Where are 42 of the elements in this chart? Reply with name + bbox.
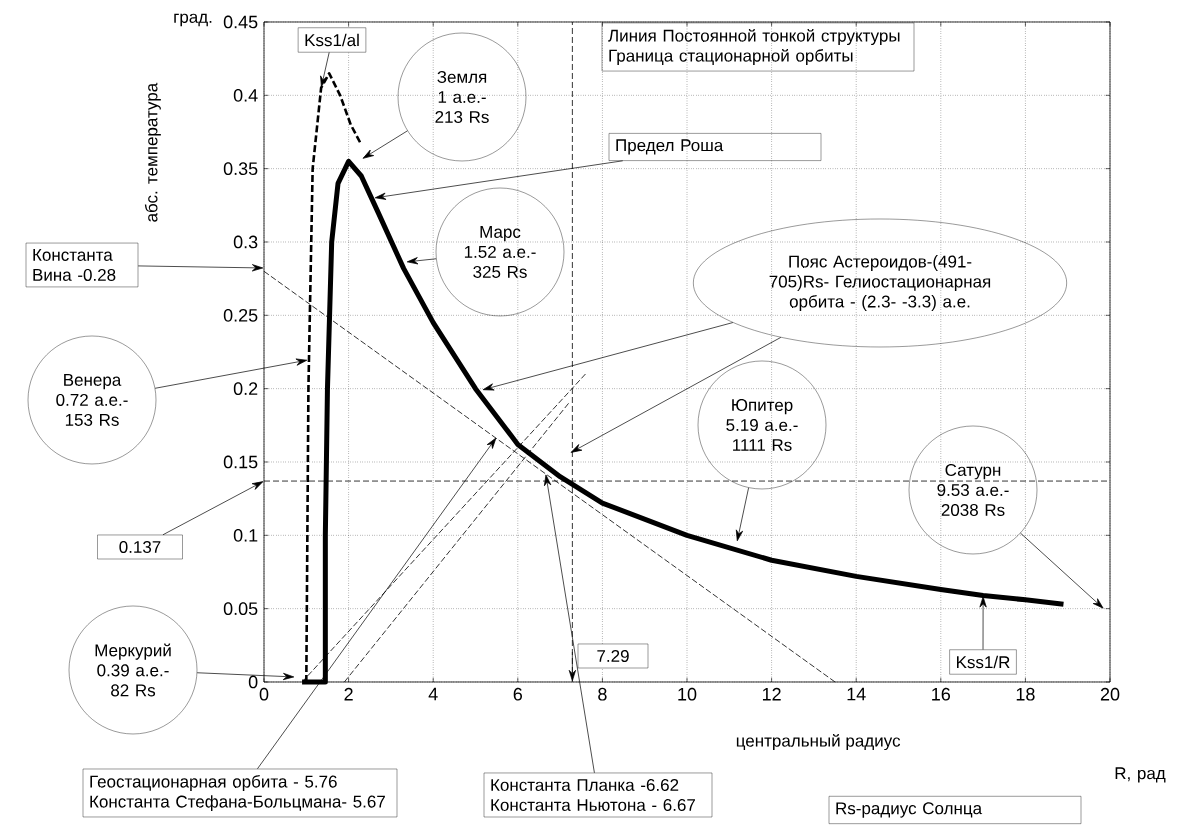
x-tick-label: 6	[513, 687, 523, 701]
annotation: Константа Планка -6.62 Константа Ньютона - 6.67	[491, 778, 695, 812]
y-axis-title: абс. температура	[144, 82, 161, 222]
ref-line-label: 7.29	[597, 649, 629, 663]
x-tick-label: 2	[344, 687, 353, 701]
text: град.	[174, 13, 212, 27]
text: Kss1/R	[957, 655, 1010, 669]
ref-line-label: 0.137	[119, 540, 161, 554]
x-tick-label: 20	[1100, 687, 1120, 701]
y-tick-label: 0.2	[233, 382, 258, 396]
x-axis-title: центральный радиус	[736, 733, 901, 751]
annotation: Геостационарная орбита - 5.76 Константа Стефана-Больцмана- 5.67	[90, 774, 385, 811]
series-label: Kss1/al	[305, 33, 359, 47]
y-tick-label: 0.25	[223, 308, 258, 322]
y-tick-label: 0.35	[223, 162, 258, 176]
annotation: Марс 1.52 а.е.- 325 Rs	[464, 226, 536, 278]
y-tick-label: 0.15	[223, 455, 258, 469]
x-tick-label: 12	[762, 687, 781, 701]
text: R, рад	[1115, 767, 1166, 783]
x-tick-label: 18	[1016, 687, 1035, 701]
annotation: Юпитер 5.19 а.е.- 1111 Rs	[726, 398, 798, 452]
y-tick-label: 0	[248, 675, 258, 689]
y-tick-label: 0.4	[233, 88, 258, 102]
annotation: Сатурн 9.53 а.е.- 2038 Rs	[937, 463, 1009, 517]
y-tick-label: 0.45	[223, 15, 258, 29]
y-tick-label: 0.1	[233, 528, 258, 542]
text: Rs-радиус Солнца	[836, 802, 983, 818]
annotation: Линия Постоянной тонкой структуры Граница стационарной орбиты	[608, 28, 900, 66]
annotation: Предел Роша	[616, 139, 724, 155]
x-tick-label: 10	[678, 687, 697, 701]
y-tick-label: 0.05	[223, 602, 258, 616]
annotation: Пояс Астероидов-(491-705)Rs- Гелиостационарная орбита - (2.3- -3.3) а.е.	[769, 255, 991, 311]
annotation: Земля 1 а.е.- 213 Rs	[435, 70, 489, 124]
x-tick-label: 0	[259, 687, 269, 701]
x-tick-label: 16	[932, 687, 951, 701]
x-tick-label: 4	[428, 687, 438, 701]
text: Константа Вина -0.28	[33, 249, 116, 281]
x-tick-label: 14	[847, 687, 866, 701]
text: Венера 0.72 а.е.- 153 Rs	[56, 374, 128, 426]
y-tick-label: 0.3	[233, 235, 258, 249]
x-tick-label: 8	[598, 687, 607, 701]
text: Меркурий 0.39 а.е.- 82 Rs	[95, 643, 171, 697]
